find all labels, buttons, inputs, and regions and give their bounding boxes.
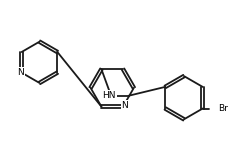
Text: N: N — [17, 68, 24, 77]
Text: N: N — [122, 101, 128, 110]
Text: HN: HN — [103, 91, 116, 100]
Text: Br: Br — [218, 104, 228, 113]
